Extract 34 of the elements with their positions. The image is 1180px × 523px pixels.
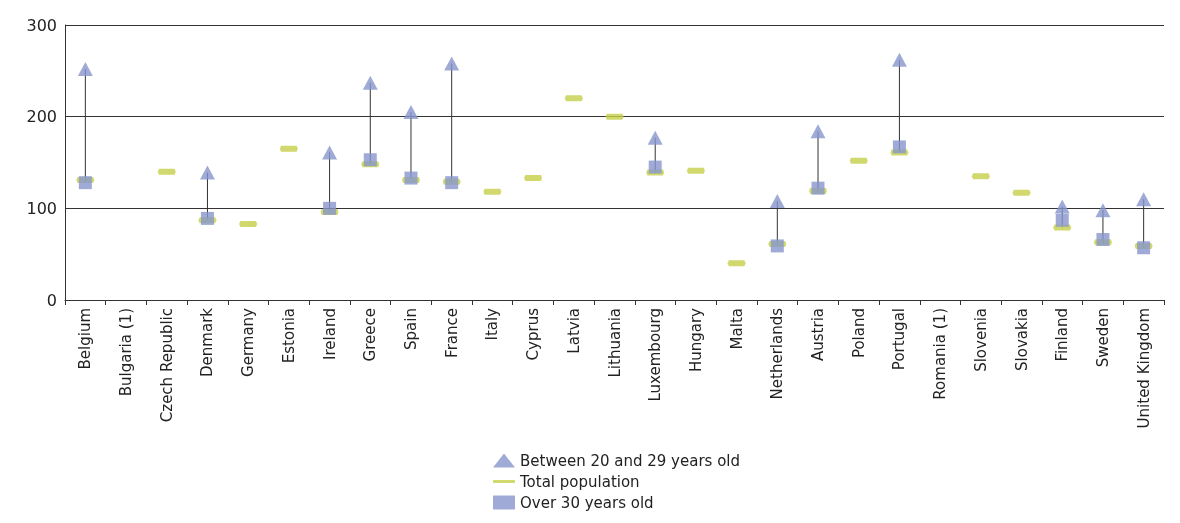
x-tick-label: Malta	[727, 308, 746, 350]
x-tick-label: Greece	[361, 308, 380, 362]
x-tick-label: Lithuania	[605, 308, 624, 378]
x-tick-label: Spain	[401, 308, 420, 350]
x-tick-label: Cyprus	[524, 307, 543, 361]
x-tick-label: Belgium	[76, 308, 95, 370]
x-tick-label: Latvia	[564, 308, 583, 354]
x-tick-label: Ireland	[320, 308, 339, 360]
y-tick-label: 100	[26, 198, 57, 218]
x-tick-label: Finland	[1053, 308, 1072, 362]
legend-label: Between 20 and 29 years old	[520, 451, 741, 470]
x-tick-label: Austria	[809, 308, 828, 361]
x-tick-label: Denmark	[198, 307, 217, 377]
x-tick-label: Estonia	[279, 308, 298, 364]
x-tick-label: Sweden	[1093, 308, 1112, 368]
x-tick-label: Poland	[849, 308, 868, 359]
x-tick-label: Czech Republic	[157, 308, 176, 423]
x-tick-label: Germany	[239, 307, 258, 377]
x-tick-label: Netherlands	[768, 307, 787, 400]
x-tick-label: United Kingdom	[1134, 308, 1153, 429]
y-tick-label: 0	[46, 290, 57, 310]
x-tick-label: Slovenia	[971, 308, 990, 372]
x-tick-label: Italy	[483, 307, 502, 341]
x-tick-label: Romania (1)	[931, 308, 950, 400]
x-tick-label: Slovakia	[1012, 308, 1031, 371]
legend-label: Over 30 years old	[520, 493, 654, 512]
x-tick-label: France	[442, 308, 461, 358]
y-tick-label: 200	[26, 107, 57, 127]
x-tick-label: Portugal	[890, 308, 909, 371]
y-tick-label: 300	[26, 15, 57, 35]
legend-label: Total population	[519, 472, 640, 491]
x-tick-label: Hungary	[686, 307, 705, 373]
x-tick-label: Luxembourg	[646, 308, 665, 402]
x-tick-label: Bulgaria (1)	[117, 308, 136, 397]
